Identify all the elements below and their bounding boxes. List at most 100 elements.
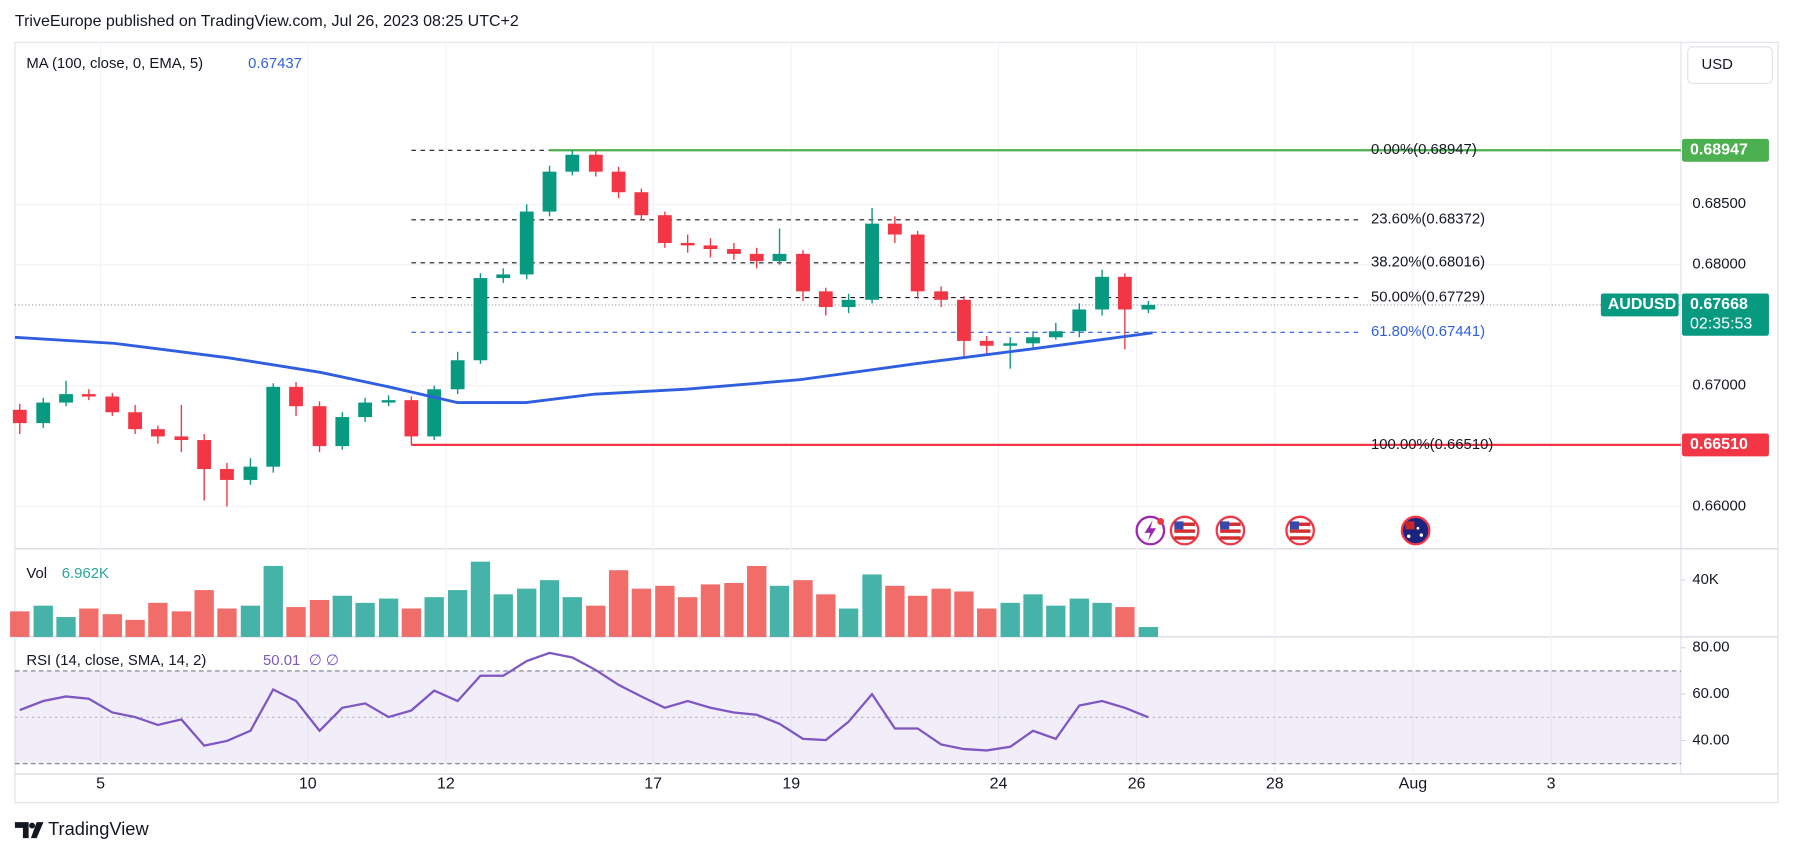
flag-us[interactable]	[1215, 515, 1246, 546]
brand-logo	[14, 822, 44, 839]
candle-body	[680, 242, 695, 246]
volume-bar	[171, 611, 192, 637]
vol-legend-name: Vol	[26, 566, 47, 582]
candle-body	[312, 406, 327, 447]
x-tick-label: 17	[644, 776, 662, 793]
event-dot	[1157, 517, 1165, 525]
candle-body	[150, 429, 165, 437]
volume-bar	[424, 597, 444, 637]
candle-body	[450, 360, 465, 390]
ma-legend-name: MA (100, close, 0, EMA, 5)	[26, 56, 203, 72]
candle-body	[1048, 331, 1063, 338]
volume-bar	[724, 582, 744, 637]
candle-body	[957, 299, 971, 341]
candle-body	[473, 278, 488, 361]
volume-bar	[1023, 594, 1043, 637]
volume-bar	[1000, 602, 1020, 637]
fib-level-label: 38.20%(0.68016)	[1371, 255, 1485, 271]
x-tick-label: 24	[990, 776, 1008, 793]
volume-bar	[10, 611, 30, 637]
candle-body	[634, 192, 649, 216]
volume-bar	[655, 585, 675, 637]
volume-bar	[79, 608, 99, 637]
volume-bar	[769, 585, 790, 637]
candle-body	[128, 412, 143, 430]
countdown-label: 02:35:53	[1690, 316, 1752, 333]
rsi-legend-extra: ∅ ∅	[309, 653, 339, 669]
volume-bar	[677, 597, 698, 637]
candle-body	[243, 466, 258, 480]
volume-bar	[1138, 627, 1159, 637]
volume-bar	[631, 588, 652, 637]
candle-body	[979, 340, 994, 346]
candle-body	[289, 386, 303, 407]
volume-bar	[862, 574, 882, 637]
moving-average	[14, 331, 1153, 405]
candle-body	[1141, 304, 1156, 310]
candle-body	[1072, 309, 1087, 332]
candle-body	[565, 154, 580, 172]
volume-bar	[401, 608, 422, 637]
price-tag-box	[1682, 138, 1769, 162]
candle-body	[81, 394, 96, 397]
vol-legend-value: 6.962K	[62, 566, 109, 582]
y-tick-label: 60.00	[1692, 686, 1729, 702]
last-price-label: 0.67668	[1690, 296, 1748, 313]
x-tick-label: 19	[782, 776, 800, 793]
rsi-band	[14, 670, 1681, 764]
rsi-line	[19, 651, 1149, 752]
currency-button[interactable]: USD	[1687, 46, 1773, 85]
candle-body	[519, 211, 534, 275]
candle-body	[404, 400, 419, 437]
candle-body	[427, 389, 442, 437]
volume-bar	[608, 570, 629, 637]
volume-bar	[562, 597, 582, 637]
candle-body	[335, 417, 350, 447]
fib-level-label: 100.00%(0.66510)	[1371, 437, 1493, 453]
volume-bar	[355, 602, 375, 637]
fib-level-label: 0.00%(0.68947)	[1371, 142, 1477, 158]
x-tick-label: Aug	[1399, 776, 1427, 793]
volume-bar	[240, 605, 261, 637]
volume-bar	[1092, 602, 1112, 637]
candle-body	[496, 274, 511, 279]
volume-bar	[1069, 598, 1089, 637]
candle-body	[1026, 337, 1040, 344]
brand: TradingView	[14, 818, 149, 839]
grid: 5 10 12 17 19 24 26 28 Aug 3 0.66000 0.67000 0.68000…	[14, 42, 1746, 793]
candle-body	[703, 245, 718, 250]
currency-label[interactable]: USD	[1701, 57, 1733, 73]
overlay: 0.00%(0.68947) 23.60%(0.68372) 38.20%(0.68…	[1135, 138, 1769, 546]
volume-bar	[747, 565, 767, 637]
flag-us[interactable]	[1169, 515, 1200, 546]
ma-legend-value: 0.67437	[248, 56, 302, 72]
candle-body	[588, 154, 603, 172]
volume-bar	[125, 619, 145, 637]
volume-bar	[977, 608, 997, 637]
last-price-box	[1682, 293, 1769, 336]
currency-box[interactable]	[1687, 46, 1773, 85]
flag-au[interactable]	[1400, 515, 1431, 546]
volume-bar	[1046, 605, 1066, 637]
volume-bar	[332, 595, 352, 637]
brand-logo-dot	[29, 822, 36, 829]
flag-us[interactable]	[1285, 515, 1315, 546]
price-tag-label: 0.66510	[1690, 436, 1748, 453]
volume-bar	[148, 602, 168, 637]
candle-body	[358, 402, 373, 418]
candle-body	[934, 291, 949, 300]
candle-body	[727, 249, 741, 254]
volume-bar	[217, 608, 237, 637]
volume-bar	[447, 590, 468, 637]
rsi-legend-value: 50.01	[263, 653, 300, 669]
candle-body	[887, 223, 902, 235]
candle-body	[542, 171, 557, 212]
y-tick-label: 0.68000	[1692, 257, 1746, 273]
price-tag-label: 0.68947	[1690, 141, 1748, 158]
candle-body	[841, 299, 856, 308]
candle-body	[12, 409, 27, 424]
volume-bar	[838, 608, 859, 637]
volume-bar	[470, 561, 491, 637]
volume-bar	[493, 594, 513, 637]
